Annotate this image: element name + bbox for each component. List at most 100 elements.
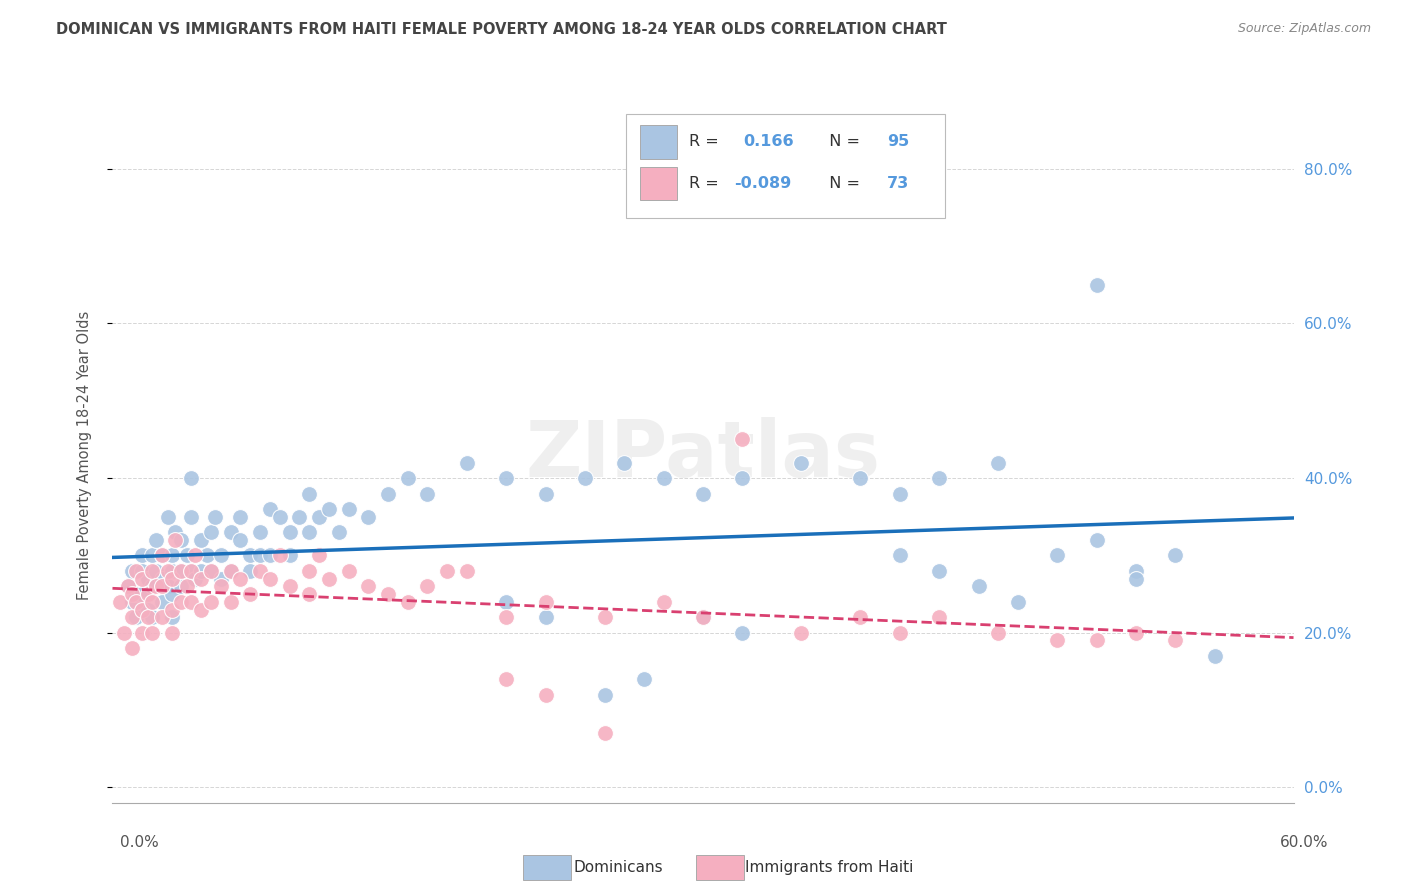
Point bbox=[269, 549, 291, 563]
Point bbox=[190, 572, 212, 586]
Point bbox=[131, 564, 153, 578]
Point bbox=[150, 579, 173, 593]
Point bbox=[121, 610, 143, 624]
Point bbox=[160, 625, 183, 640]
Text: -0.089: -0.089 bbox=[734, 176, 792, 191]
Point bbox=[967, 579, 990, 593]
Point bbox=[190, 564, 212, 578]
Point bbox=[731, 625, 754, 640]
Point bbox=[987, 625, 1010, 640]
Point bbox=[328, 525, 350, 540]
Point bbox=[160, 587, 183, 601]
Point bbox=[731, 433, 754, 447]
Text: Immigrants from Haiti: Immigrants from Haiti bbox=[745, 860, 914, 874]
Point bbox=[593, 610, 616, 624]
Point bbox=[180, 564, 202, 578]
Point bbox=[574, 471, 596, 485]
Point bbox=[170, 595, 193, 609]
Point bbox=[176, 549, 198, 563]
Point bbox=[534, 486, 557, 500]
Point bbox=[593, 726, 616, 740]
Point bbox=[125, 587, 148, 601]
Point bbox=[145, 564, 167, 578]
Point bbox=[180, 595, 202, 609]
Point bbox=[136, 572, 159, 586]
Point bbox=[200, 564, 222, 578]
Point bbox=[928, 610, 950, 624]
Text: Source: ZipAtlas.com: Source: ZipAtlas.com bbox=[1237, 22, 1371, 36]
Point bbox=[145, 533, 167, 547]
Point bbox=[229, 509, 252, 524]
Point bbox=[416, 486, 439, 500]
Point bbox=[239, 549, 262, 563]
Point bbox=[170, 564, 193, 578]
Text: DOMINICAN VS IMMIGRANTS FROM HAITI FEMALE POVERTY AMONG 18-24 YEAR OLDS CORRELAT: DOMINICAN VS IMMIGRANTS FROM HAITI FEMAL… bbox=[56, 22, 948, 37]
Point bbox=[692, 610, 714, 624]
Point bbox=[160, 572, 183, 586]
Point bbox=[170, 533, 193, 547]
Point bbox=[1204, 648, 1226, 663]
Point bbox=[131, 625, 153, 640]
Point bbox=[259, 502, 281, 516]
Point bbox=[495, 610, 517, 624]
Point bbox=[1085, 277, 1108, 292]
Point bbox=[633, 672, 655, 686]
Point bbox=[209, 579, 232, 593]
Point bbox=[1046, 633, 1069, 648]
Text: 95: 95 bbox=[887, 135, 910, 149]
Point bbox=[156, 564, 179, 578]
Point bbox=[165, 525, 187, 540]
Point bbox=[416, 579, 439, 593]
Point bbox=[136, 610, 159, 624]
Point bbox=[278, 549, 301, 563]
Point bbox=[141, 595, 163, 609]
Point bbox=[308, 509, 330, 524]
Point bbox=[219, 564, 242, 578]
Text: R =: R = bbox=[689, 135, 724, 149]
Point bbox=[436, 564, 458, 578]
Point bbox=[1164, 549, 1187, 563]
Point bbox=[131, 549, 153, 563]
Point bbox=[889, 486, 911, 500]
Point bbox=[117, 579, 139, 593]
Point bbox=[184, 549, 207, 563]
Point bbox=[396, 595, 419, 609]
Point bbox=[125, 610, 148, 624]
Point bbox=[200, 595, 222, 609]
Point bbox=[652, 595, 675, 609]
Point bbox=[141, 625, 163, 640]
FancyBboxPatch shape bbox=[640, 167, 678, 201]
Point bbox=[1125, 625, 1147, 640]
Point bbox=[849, 610, 872, 624]
Point bbox=[239, 587, 262, 601]
Point bbox=[692, 486, 714, 500]
Point bbox=[298, 525, 321, 540]
Point bbox=[337, 502, 360, 516]
Point bbox=[534, 688, 557, 702]
Point bbox=[534, 610, 557, 624]
Point bbox=[170, 564, 193, 578]
Y-axis label: Female Poverty Among 18-24 Year Olds: Female Poverty Among 18-24 Year Olds bbox=[77, 310, 91, 599]
Text: ZIPatlas: ZIPatlas bbox=[526, 417, 880, 493]
Text: Dominicans: Dominicans bbox=[574, 860, 664, 874]
Point bbox=[170, 579, 193, 593]
Point bbox=[121, 564, 143, 578]
Point bbox=[790, 625, 813, 640]
Point bbox=[176, 579, 198, 593]
Point bbox=[110, 595, 132, 609]
Point bbox=[150, 610, 173, 624]
Point bbox=[219, 595, 242, 609]
Point bbox=[131, 587, 153, 601]
Point bbox=[249, 549, 271, 563]
Point bbox=[180, 564, 202, 578]
Point bbox=[160, 564, 183, 578]
Point bbox=[692, 610, 714, 624]
Point bbox=[613, 456, 636, 470]
Text: 0.166: 0.166 bbox=[744, 135, 794, 149]
Point bbox=[184, 572, 207, 586]
Point bbox=[160, 602, 183, 616]
Point bbox=[652, 471, 675, 485]
FancyBboxPatch shape bbox=[640, 125, 678, 159]
Point bbox=[495, 672, 517, 686]
Point bbox=[121, 587, 143, 601]
